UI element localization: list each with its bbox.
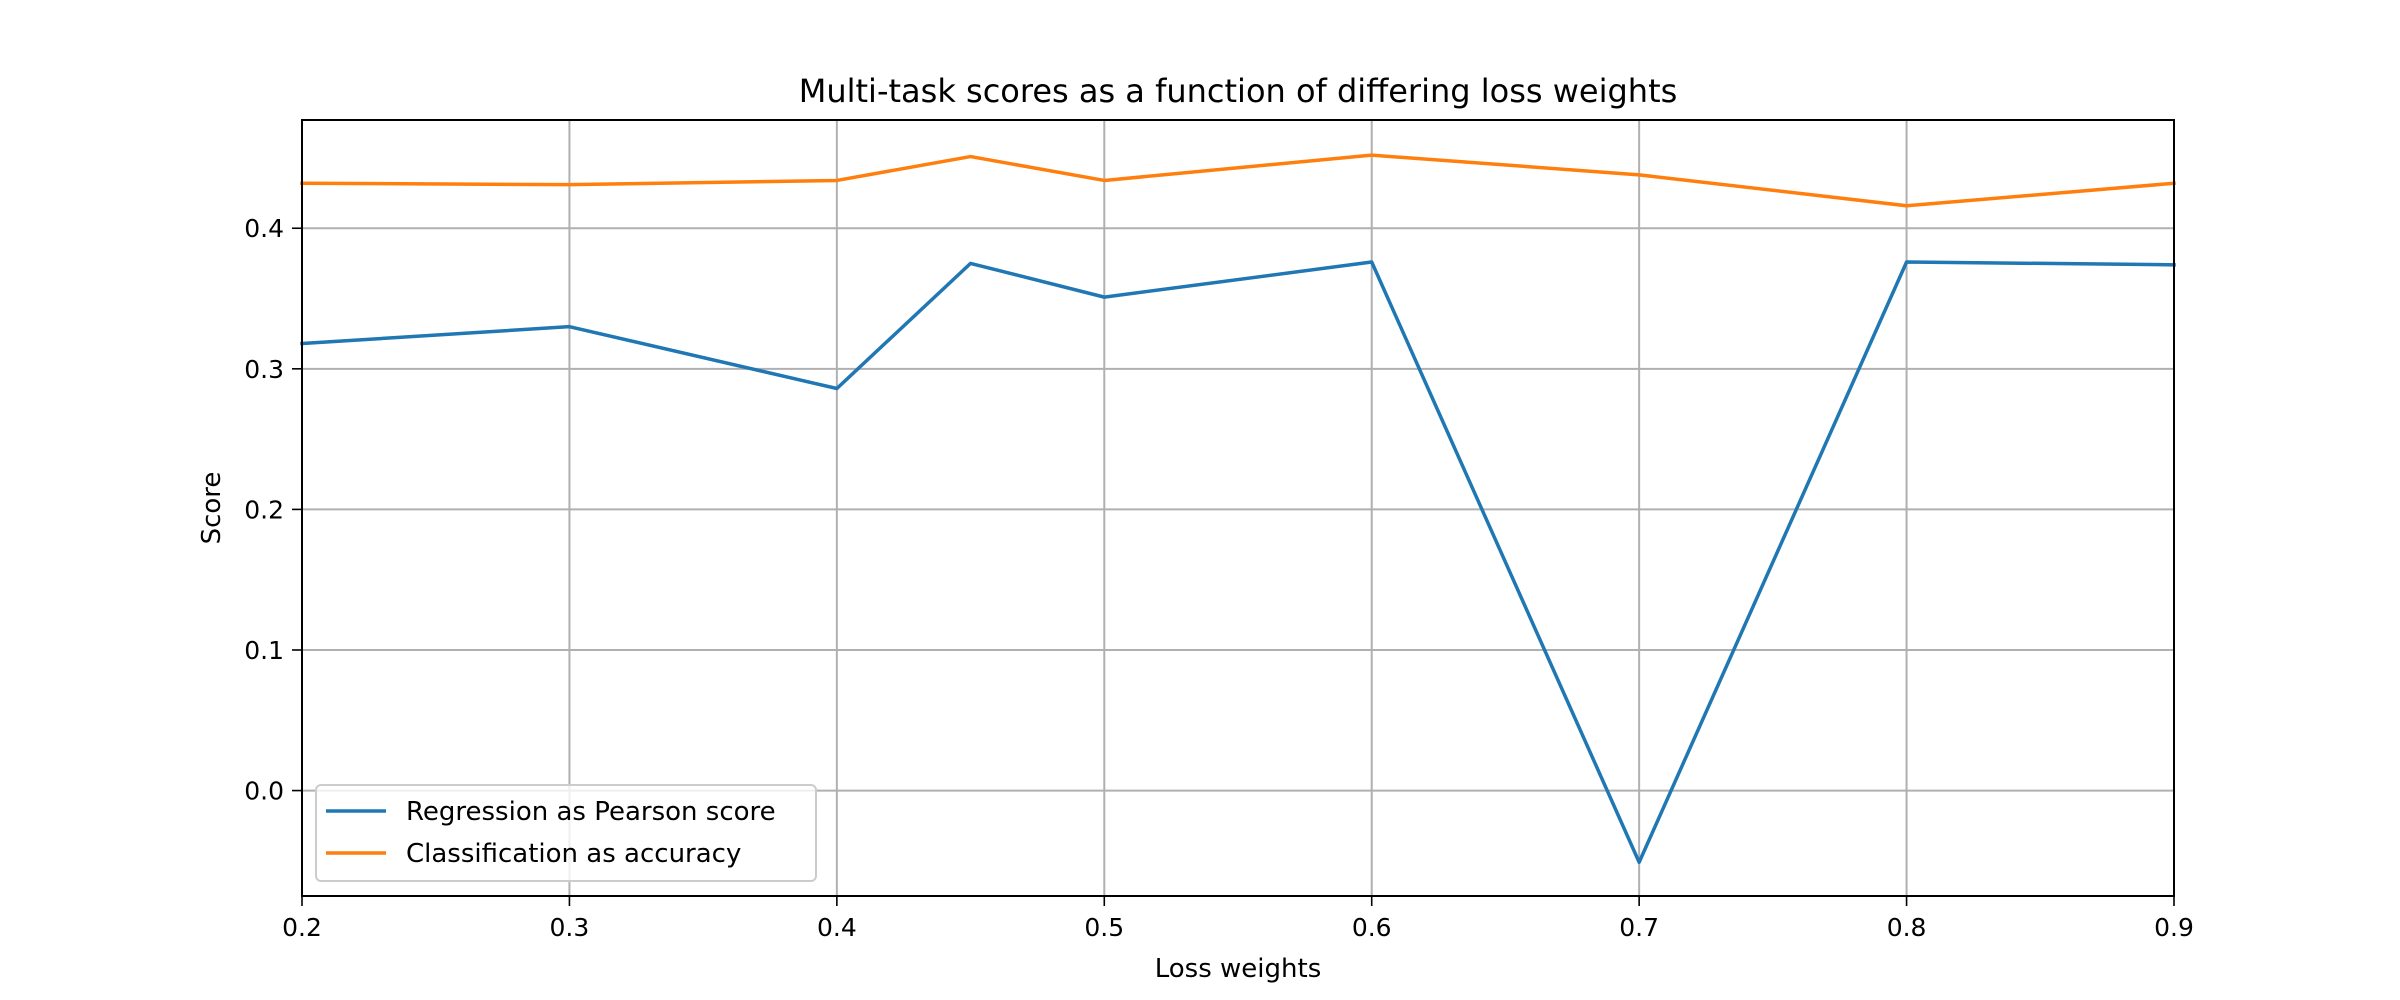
y-tick-label: 0.4	[244, 214, 284, 243]
x-tick-label: 0.2	[282, 913, 322, 942]
grid	[301, 120, 2175, 896]
legend-box	[315, 784, 817, 882]
x-axis-label: Loss weights	[1155, 954, 1322, 984]
axes-frame	[301, 119, 2175, 897]
legend-label-regression: Regression as Pearson score	[406, 797, 776, 827]
x-tick-label: 0.7	[1619, 913, 1659, 942]
chart-title: Multi-task scores as a function of diffe…	[799, 72, 1678, 110]
legend-label-classification: Classification as accuracy	[406, 839, 741, 869]
x-tick-label: 0.3	[550, 913, 590, 942]
y-tick-label: 0.1	[244, 636, 284, 665]
x-tick-label: 0.9	[2154, 913, 2194, 942]
x-tick-label: 0.6	[1352, 913, 1392, 942]
y-tick-label: 0.2	[244, 495, 284, 524]
series-group	[300, 153, 2176, 865]
series-line-regression	[300, 260, 2176, 865]
ticks: 0.2 0.3 0.4 0.5 0.6 0.7 0.8 0.9 0.0 0.1 0.2 0.3 0.4	[244, 214, 2194, 942]
x-tick-label: 0.8	[1887, 913, 1927, 942]
y-axis-label: Score	[197, 472, 227, 545]
legend: Regression as Pearson score Classificati…	[315, 784, 817, 882]
y-tick-label: 0.0	[244, 777, 284, 806]
x-tick-label: 0.5	[1084, 913, 1124, 942]
series-line-classification	[300, 153, 2176, 208]
x-tick-label: 0.4	[817, 913, 857, 942]
y-tick-label: 0.3	[244, 355, 284, 384]
